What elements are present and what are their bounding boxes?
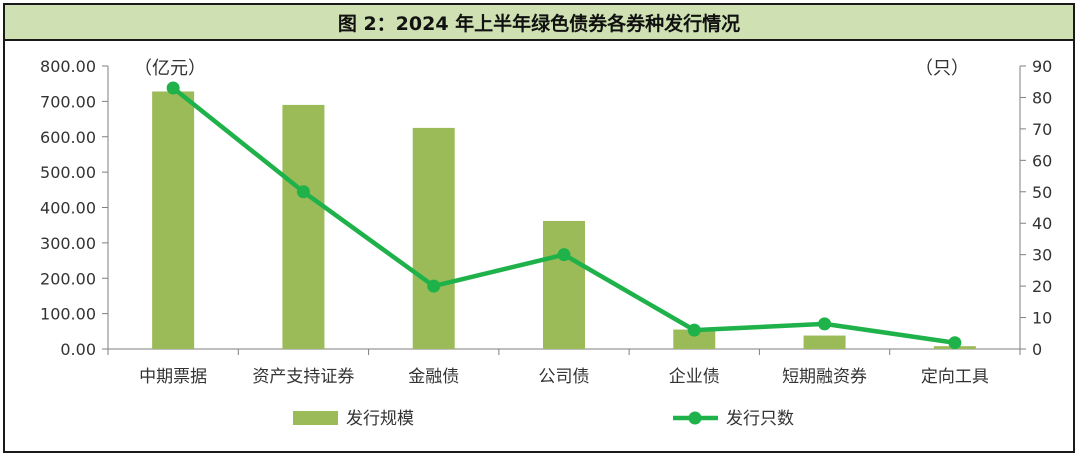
legend-bar-label: 发行规模	[346, 409, 414, 429]
line-point-定向工具	[948, 336, 962, 350]
bar-中期票据	[152, 91, 195, 349]
line-point-短期融资券	[818, 317, 832, 331]
line-point-中期票据	[166, 81, 180, 95]
legend-bar-swatch	[293, 411, 338, 425]
right-axis-unit: （只）	[915, 58, 969, 79]
left-tick-label: 600.00	[40, 128, 96, 147]
left-tick-label: 300.00	[40, 234, 96, 253]
x-category-label: 公司债	[539, 367, 590, 387]
x-category-label: 短期融资券	[782, 367, 867, 387]
bar-短期融资券	[803, 335, 846, 349]
left-tick-label: 0.00	[60, 340, 96, 359]
right-tick-label: 20	[1032, 277, 1052, 296]
x-category-label: 中期票据	[139, 367, 207, 387]
legend-group: 发行规模 发行只数	[293, 409, 794, 429]
right-tick-label: 90	[1032, 57, 1052, 76]
bars-group	[152, 91, 976, 349]
right-tick-label: 40	[1032, 214, 1052, 233]
left-tick-label: 100.00	[40, 305, 96, 324]
x-category-label: 金融债	[408, 367, 459, 387]
x-category-label: 资产支持证券	[252, 367, 354, 387]
left-tick-label: 400.00	[40, 199, 96, 218]
bar-企业债	[673, 329, 716, 349]
left-tick-label: 700.00	[40, 92, 96, 111]
bar-公司债	[543, 220, 585, 349]
right-tick-label: 0	[1032, 340, 1042, 359]
left-axis-unit: （亿元）	[134, 58, 206, 79]
right-tick-label: 50	[1032, 183, 1052, 202]
right-tick-label: 80	[1032, 88, 1052, 107]
left-tick-label: 800.00	[40, 57, 96, 76]
legend-line-label: 发行只数	[726, 409, 794, 429]
right-tick-label: 30	[1032, 246, 1052, 265]
right-tick-label: 70	[1032, 120, 1052, 139]
title-bar: 图 2：2024 年上半年绿色债券各券种发行情况	[5, 5, 1073, 41]
legend-line-marker	[688, 411, 702, 425]
line-group	[166, 81, 962, 350]
left-tick-label: 500.00	[40, 163, 96, 182]
left-tick-label: 200.00	[40, 269, 96, 288]
right-tick-label: 10	[1032, 309, 1052, 328]
line-point-企业债	[687, 323, 701, 337]
line-point-金融债	[427, 279, 441, 293]
x-category-label: 企业债	[669, 367, 720, 387]
bar-金融债	[412, 127, 455, 349]
labels-group: 0.00 100.00 200.00 300.00 400.00 500.00 600.00…	[40, 57, 1052, 387]
line-point-资产支持证券	[296, 185, 310, 199]
line-point-公司债	[557, 248, 571, 262]
bar-资产支持证券	[282, 104, 325, 349]
x-category-label: 定向工具	[921, 367, 989, 387]
chart-title: 图 2：2024 年上半年绿色债券各券种发行情况	[337, 12, 741, 35]
right-tick-label: 60	[1032, 151, 1052, 170]
